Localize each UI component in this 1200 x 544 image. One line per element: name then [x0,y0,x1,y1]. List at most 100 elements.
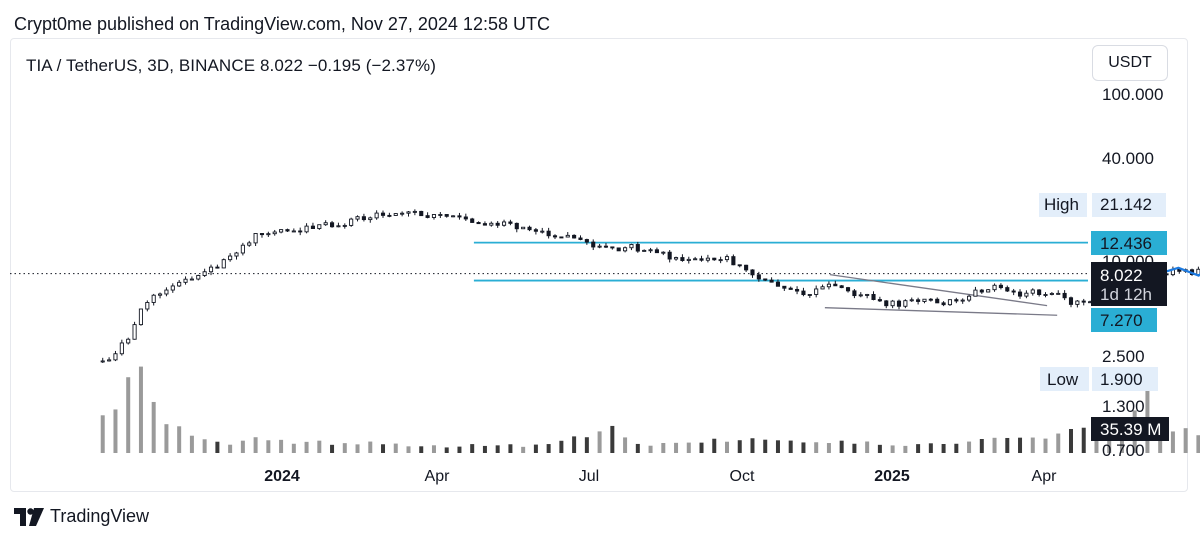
candle-body [1005,287,1010,292]
candle-body [221,259,226,269]
candle-body [1056,292,1061,295]
volume-bar [1005,437,1010,453]
candle-body [852,290,857,297]
candle-body [349,218,354,226]
candle-body [820,286,825,290]
candle-body [145,302,150,310]
candle-body [368,217,373,221]
candle-body [279,229,284,233]
candle-body [177,281,182,287]
volume-bar [266,440,271,453]
volume-bar [941,443,946,453]
candle-body [412,210,417,213]
last-price-value: 8.022 [1100,266,1143,285]
volume-bar [215,441,220,453]
high-value: 21.142 [1100,195,1152,214]
candle-body [138,308,143,326]
candle-body [1075,300,1080,305]
volume-bar [814,442,819,453]
high-value-bg [1092,193,1166,217]
candle-body [661,251,666,254]
volume-bar [533,444,538,453]
volume-bar [393,443,398,453]
candle-body [903,300,908,307]
candle-body [1081,300,1086,303]
candle-body [629,244,634,249]
candle-body [119,342,124,355]
candle-body [616,247,621,252]
candle-body [253,233,258,244]
candle-body [342,224,347,227]
candle-body [208,266,214,273]
candle-body [1049,292,1054,295]
volume-bar [253,437,258,453]
candle-body [705,257,710,261]
candle-body [107,359,112,362]
volume-bar [330,444,335,453]
candles [100,209,1200,363]
x-tick-oct: Oct [730,468,755,485]
volume-bar [381,444,386,453]
candle-body [756,274,761,280]
volume-bar [635,443,640,453]
volume-bar [457,446,462,453]
y-tick-1-3: 1.300 [1102,397,1145,416]
candle-body [132,324,137,340]
low-value-bg [1092,367,1158,391]
high-label: High [1044,195,1079,214]
candle-body [533,229,538,232]
volume-bar [597,431,602,453]
x-tick-apr-2025: Apr [1032,468,1058,485]
volume-bar [712,438,717,453]
symbol-line: TIA / TetherUS, 3D, BINANCE 8.022 −0.195… [26,56,436,75]
volume-bar [189,435,194,453]
candle-body [240,244,245,254]
candle-body [998,284,1003,289]
candle-body [673,257,679,260]
volume-bar [572,436,577,453]
candle-body [521,226,526,230]
candle-body [718,259,723,262]
candle-body [438,214,443,216]
candle-body [489,222,494,226]
candle-body [591,241,596,248]
candle-body [865,293,870,296]
volume-bar [1056,433,1061,453]
candle-body [451,215,456,218]
low-label: Low [1047,370,1079,389]
candle-body [610,246,615,249]
candle-body [285,229,290,232]
support-value: 7.270 [1100,311,1143,330]
resistance-badge [1091,231,1167,255]
candle-body [845,287,851,292]
x-tick-jul: Jul [579,468,599,485]
volume-bar [623,437,628,453]
candle-body [896,300,902,307]
volume-bar [279,439,284,453]
candle-body [1024,292,1029,297]
candle-body [476,222,481,225]
candle-body [170,285,175,291]
volume-bar [470,444,475,453]
candle-body [304,225,309,233]
volume-bar [610,425,615,453]
currency-button[interactable]: USDT [1092,45,1168,81]
candle-body [769,279,774,283]
candle-body [801,290,806,296]
candle-body [387,214,392,217]
candle-body [431,214,437,218]
volume-bar [763,439,768,453]
candle-body [393,213,398,216]
candle-body [584,239,589,243]
candle-body [623,247,628,252]
candle-body [183,278,188,283]
support-badge [1091,308,1157,332]
candle-body [514,222,519,230]
volume-bar [737,440,742,453]
candle-body [750,269,755,276]
volume-bar [686,442,691,453]
candle-body [858,294,863,297]
volume-bar [508,444,513,453]
volume-bar [368,441,373,453]
